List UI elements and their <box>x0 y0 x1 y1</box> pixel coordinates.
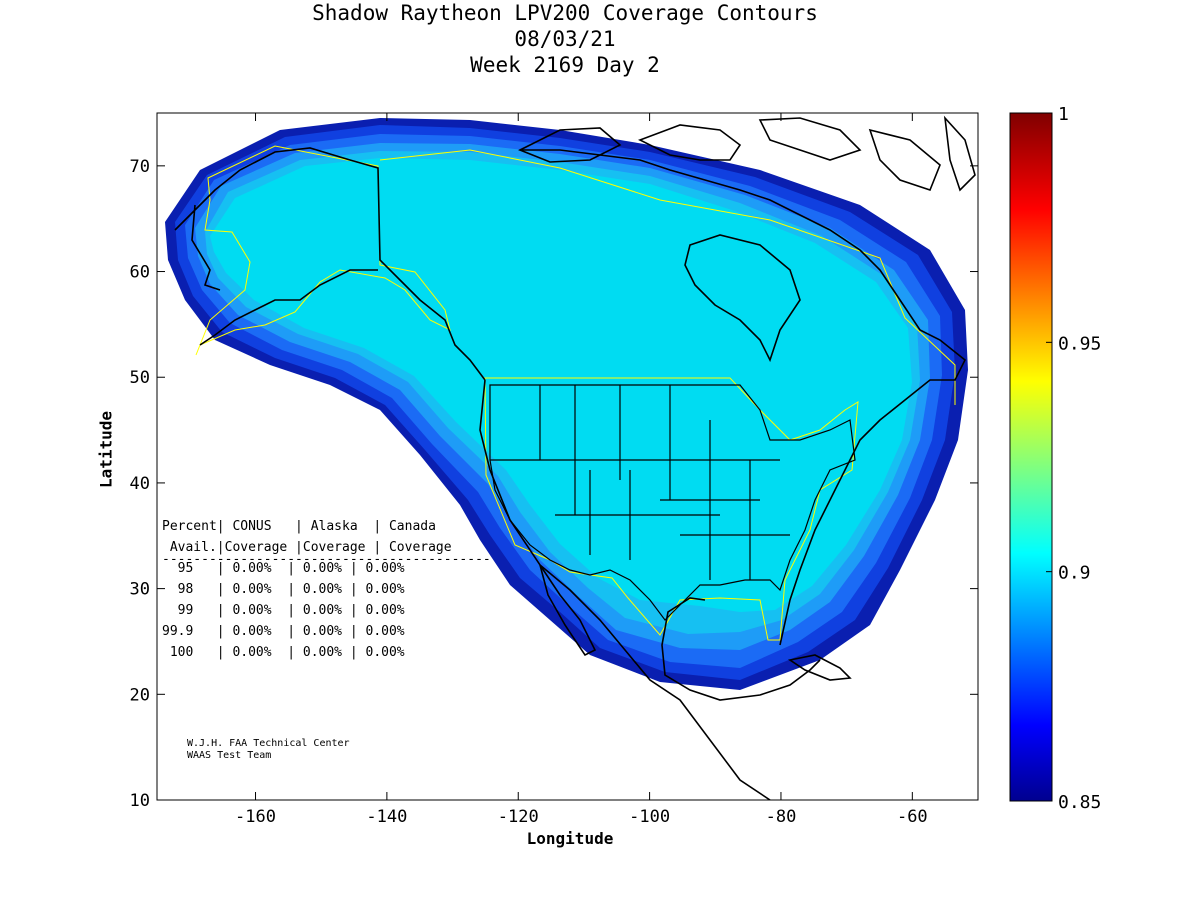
colorbar-tick-label: 1 <box>1058 104 1069 125</box>
title-line-3: Week 2169 Day 2 <box>470 53 660 77</box>
title-line-2: 08/03/21 <box>514 27 616 51</box>
colorbar <box>1009 112 1053 802</box>
y-tick-label: 60 <box>130 263 150 283</box>
arctic-islands <box>518 115 976 192</box>
table-row: 98 | 0.00% | 0.00% | 0.00% <box>162 582 405 597</box>
y-tick-label: 50 <box>130 368 150 388</box>
coastlines <box>174 115 976 800</box>
y-tick-label: 70 <box>130 157 150 177</box>
y-tick-label: 30 <box>130 580 150 600</box>
credit-line-2: WAAS Test Team <box>187 750 272 761</box>
y-axis-ticks: 10 20 30 40 50 60 70 <box>130 157 978 811</box>
cuba <box>787 654 852 681</box>
table-row: 99.9 | 0.00% | 0.00% | 0.00% <box>162 624 405 639</box>
x-tick-label: -100 <box>629 807 670 827</box>
coverage-table: Percent| CONUS | Alaska | Canada Avail.|… <box>162 519 491 660</box>
table-row: 95 | 0.00% | 0.00% | 0.00% <box>162 561 405 576</box>
coverage-contours <box>165 115 976 800</box>
hudson-bay <box>684 234 801 363</box>
y-tick-label: 10 <box>130 791 150 811</box>
conus-border <box>489 384 856 621</box>
table-header-1: Percent| CONUS | Alaska | Canada <box>162 519 436 534</box>
x-axis-ticks: -160 -140 -120 -100 -80 -60 <box>235 113 928 827</box>
colorbar-tick-label: 0.95 <box>1058 333 1101 354</box>
y-axis-label: Latitude <box>96 410 116 489</box>
conus-boundary <box>484 377 859 641</box>
north-america-coast <box>479 149 967 800</box>
x-tick-label: -80 <box>766 807 797 827</box>
us-state-borders <box>489 384 856 621</box>
table-divider: ----------------------------------------… <box>162 552 491 567</box>
alaska-coast <box>174 147 486 381</box>
colorbar-tick-label: 0.9 <box>1058 563 1091 584</box>
baja-california <box>539 564 597 657</box>
x-tick-label: -160 <box>235 807 276 827</box>
y-tick-label: 20 <box>130 685 150 705</box>
x-tick-label: -120 <box>498 807 539 827</box>
alaska-boundary <box>195 145 451 356</box>
plot-frame <box>156 112 979 801</box>
x-tick-label: -140 <box>366 807 407 827</box>
x-tick-label: -60 <box>897 807 928 827</box>
state-lines <box>490 385 790 580</box>
y-tick-label: 40 <box>130 474 150 494</box>
table-row: 100 | 0.00% | 0.00% | 0.00% <box>162 645 405 660</box>
colorbar-ticks: 1 0.95 0.9 0.85 <box>1046 104 1101 813</box>
title-line-1: Shadow Raytheon LPV200 Coverage Contours <box>312 1 818 25</box>
colorbar-tick-label: 0.85 <box>1058 792 1101 813</box>
service-boundaries <box>195 145 956 641</box>
credit-line-1: W.J.H. FAA Technical Center <box>187 738 350 749</box>
canada-boundary <box>379 149 956 405</box>
x-axis-label: Longitude <box>526 829 614 848</box>
table-header-2: Avail.|Coverage |Coverage | Coverage <box>162 540 452 555</box>
table-row: 99 | 0.00% | 0.00% | 0.00% <box>162 603 405 618</box>
